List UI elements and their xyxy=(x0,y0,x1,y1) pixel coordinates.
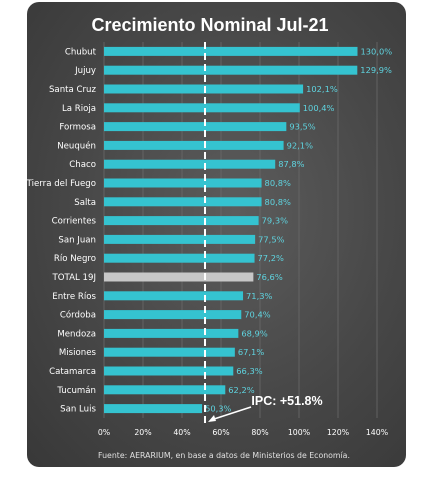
value-label: 77,5% xyxy=(258,234,284,244)
value-label: 92,1% xyxy=(287,140,313,150)
category-label: San Juan xyxy=(58,235,96,245)
value-label: 70,4% xyxy=(244,310,270,320)
value-label: 93,5% xyxy=(289,122,315,132)
x-tick-labels: 0% 20% 40% 60% 80% 100% 120% 140% xyxy=(98,428,388,437)
value-label: 71,3% xyxy=(246,291,272,301)
category-label: Mendoza xyxy=(57,329,96,339)
value-label: 130,0% xyxy=(361,46,393,56)
x-tick-label: 100% xyxy=(288,428,310,437)
value-label: 87,8% xyxy=(278,159,304,169)
x-tick-label: 60% xyxy=(212,428,229,437)
x-tick-label: 140% xyxy=(366,428,388,437)
value-label: 66,3% xyxy=(236,366,262,376)
ipc-arrow xyxy=(210,406,252,421)
value-label: 67,1% xyxy=(238,347,264,357)
category-labels: Chubut Jujuy Santa Cruz La Rioja Formosa Neuq… xyxy=(27,47,97,414)
ipc-arrow-head xyxy=(208,415,217,422)
bar xyxy=(104,140,284,150)
category-label: La Rioja xyxy=(62,104,96,114)
bar xyxy=(104,253,255,263)
bar xyxy=(104,65,358,75)
value-label: 76,6% xyxy=(256,272,282,282)
category-label: Salta xyxy=(74,198,96,208)
chart-title: Crecimiento Nominal Jul-21 xyxy=(91,15,328,35)
bar xyxy=(104,178,262,188)
x-tick-label: 120% xyxy=(327,428,349,437)
x-tick-label: 20% xyxy=(134,428,151,437)
bars xyxy=(104,46,358,414)
x-tick-label: 0% xyxy=(98,428,110,437)
bar xyxy=(104,159,276,169)
bar xyxy=(104,404,203,414)
bar xyxy=(104,310,242,320)
value-label: 62,2% xyxy=(228,385,254,395)
bar xyxy=(104,385,226,395)
value-label: 79,3% xyxy=(262,216,288,226)
bar xyxy=(104,122,287,132)
value-label: 80,8% xyxy=(265,197,291,207)
category-label: Tucumán xyxy=(56,386,96,396)
chart-panel: Crecimiento Nominal Jul-21 Chubut Jujuy Sa… xyxy=(27,2,406,467)
value-label: 102,1% xyxy=(306,84,338,94)
category-label: Formosa xyxy=(59,123,96,133)
reference-line: IPC: +51.8% xyxy=(204,42,323,423)
value-labels: 130,0% 129,9% 102,1% 100,4% 93,5% 92,1% 87,8% 8… xyxy=(205,46,392,413)
bar xyxy=(104,216,259,226)
value-label: 77,2% xyxy=(258,253,284,263)
x-tick-label: 40% xyxy=(173,428,190,437)
value-label: 68,9% xyxy=(241,328,267,338)
category-label: Córdoba xyxy=(60,310,96,321)
bar xyxy=(104,197,262,207)
value-label: 129,9% xyxy=(360,65,392,75)
category-label: Chaco xyxy=(69,160,96,170)
category-label: Jujuy xyxy=(74,66,96,76)
bar xyxy=(104,103,300,113)
bar xyxy=(104,328,239,338)
bar xyxy=(104,366,234,376)
category-label: Santa Cruz xyxy=(49,85,97,95)
category-label: San Luis xyxy=(60,405,96,415)
value-label: 80,8% xyxy=(265,178,291,188)
category-label: Catamarca xyxy=(49,367,96,377)
source-note: Fuente: AERARIUM, en base a datos de Min… xyxy=(98,451,350,460)
bar xyxy=(104,46,358,56)
category-label: Tierra del Fuego xyxy=(27,179,96,189)
bar xyxy=(104,84,304,94)
bar xyxy=(104,234,256,244)
category-label: Entre Ríos xyxy=(52,292,96,302)
category-label: Río Negro xyxy=(54,254,96,264)
value-label: 100,4% xyxy=(303,103,335,113)
category-label: TOTAL 19J xyxy=(52,273,96,283)
x-tick-label: 80% xyxy=(251,428,268,437)
bar xyxy=(104,291,244,301)
gridlines xyxy=(103,42,378,418)
value-label: 50,3% xyxy=(205,404,231,414)
ipc-annotation: IPC: +51.8% xyxy=(251,394,322,408)
bar xyxy=(104,347,235,357)
category-label: Chubut xyxy=(65,47,97,57)
category-label: Corrientes xyxy=(52,217,97,227)
bar-chart: Crecimiento Nominal Jul-21 Chubut Jujuy Sa… xyxy=(27,15,392,460)
bar-total xyxy=(104,272,254,282)
category-label: Neuquén xyxy=(57,140,96,151)
category-label: Misiones xyxy=(59,348,97,358)
